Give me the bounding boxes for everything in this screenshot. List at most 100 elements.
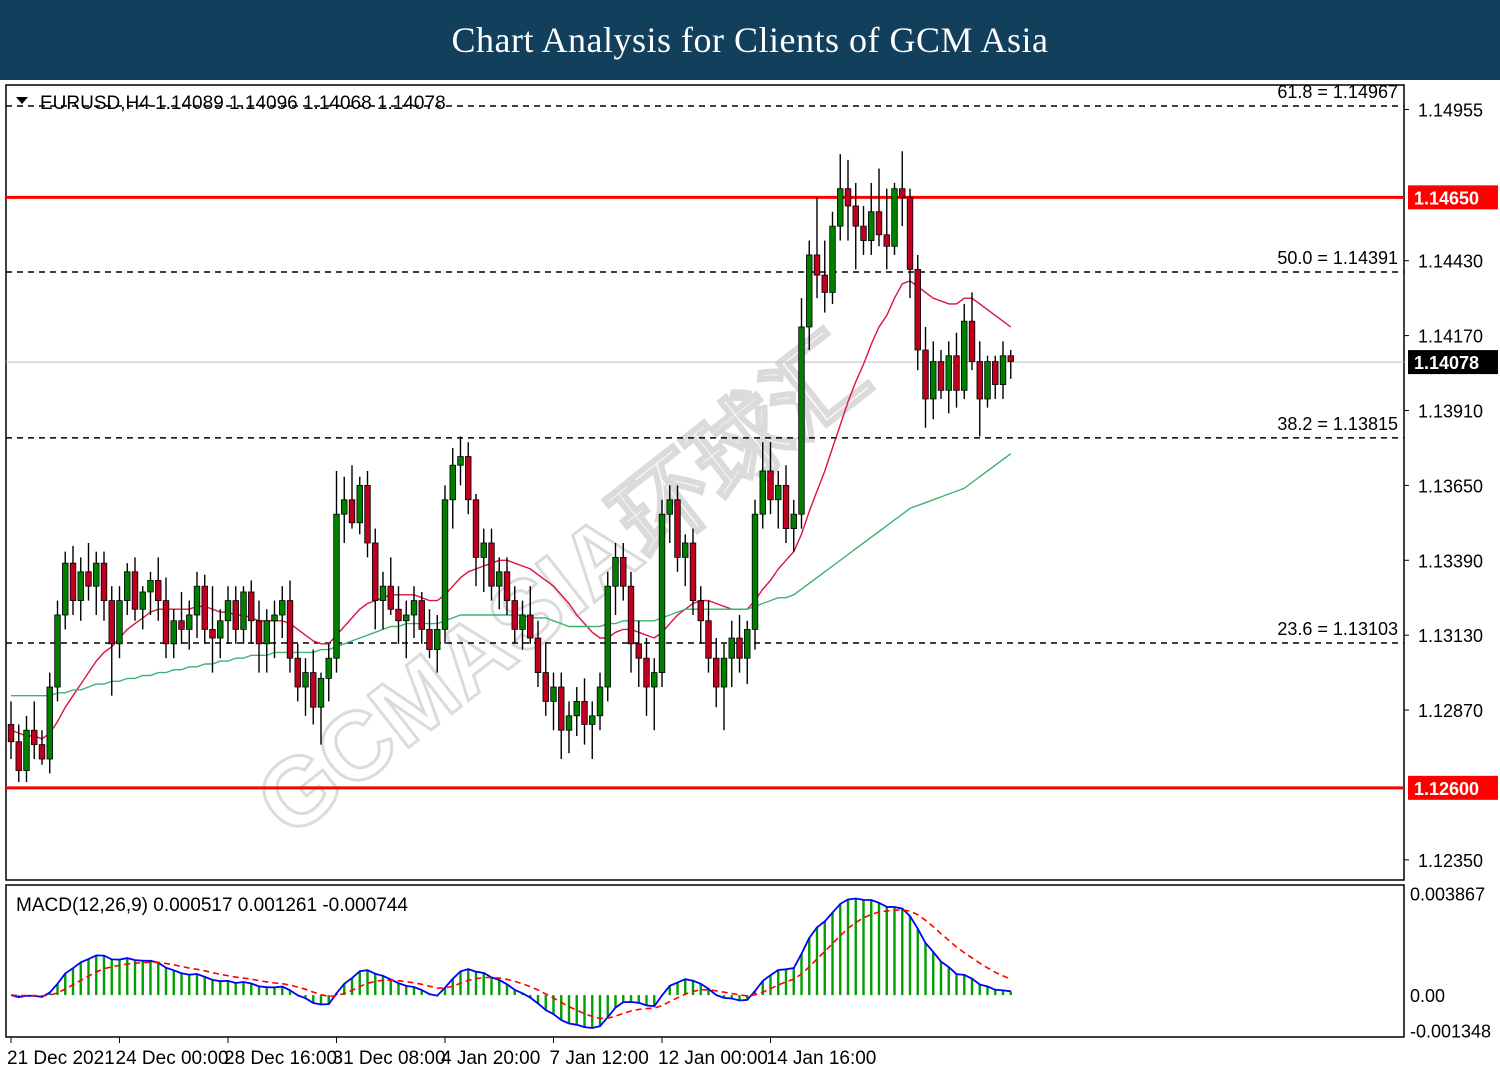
time-label-5: 7 Jan 12:00 bbox=[550, 1048, 649, 1069]
candle-body bbox=[961, 320, 968, 391]
candle-body bbox=[627, 585, 635, 645]
candle-108 bbox=[844, 159, 852, 241]
candle-body bbox=[333, 513, 340, 659]
candle-94 bbox=[736, 615, 743, 673]
candle-body bbox=[294, 657, 301, 688]
price-tick-label-3: 1.13910 bbox=[1418, 401, 1483, 421]
fib-label-2: 38.2 = 1.13815 bbox=[1277, 414, 1398, 434]
candle-body bbox=[744, 629, 751, 659]
candle-128 bbox=[999, 341, 1007, 399]
candle-118 bbox=[922, 326, 929, 428]
candle-body bbox=[426, 629, 433, 650]
candle-body bbox=[775, 484, 782, 501]
dropdown-triangle-icon[interactable] bbox=[16, 97, 28, 104]
candle-body bbox=[705, 620, 712, 659]
candle-16 bbox=[131, 557, 139, 621]
candle-31 bbox=[248, 580, 255, 644]
candle-body bbox=[496, 571, 503, 587]
candle-body bbox=[488, 542, 495, 587]
current-price-tag-bg bbox=[1408, 350, 1498, 375]
candle-17 bbox=[139, 586, 146, 630]
candle-66 bbox=[519, 600, 526, 650]
fib-label-0: 61.8 = 1.14967 bbox=[1277, 82, 1398, 102]
candle-body bbox=[465, 456, 472, 501]
candle-124 bbox=[968, 292, 976, 371]
candle-body bbox=[658, 513, 666, 674]
candle-body bbox=[519, 614, 526, 630]
candle-body bbox=[224, 600, 232, 622]
candle-28 bbox=[224, 586, 232, 644]
candle-body bbox=[883, 234, 890, 247]
time-label-0: 21 Dec 2021 bbox=[7, 1048, 115, 1069]
candle-body bbox=[131, 571, 139, 610]
candle-body bbox=[387, 585, 394, 610]
candle-body bbox=[364, 484, 371, 544]
candle-body bbox=[341, 499, 348, 515]
candle-body bbox=[635, 643, 642, 659]
candle-body bbox=[992, 361, 999, 385]
candle-27 bbox=[217, 609, 224, 659]
candle-body bbox=[302, 672, 309, 688]
candle-body bbox=[201, 585, 208, 630]
candle-body bbox=[77, 571, 84, 601]
candle-body bbox=[751, 513, 759, 630]
candle-36 bbox=[286, 580, 294, 673]
candle-body bbox=[162, 600, 170, 645]
candle-76 bbox=[596, 672, 604, 731]
candle-body bbox=[565, 715, 573, 731]
moving-averages-layer bbox=[10, 280, 1012, 740]
level-tag-1-label: 1.12600 bbox=[1414, 779, 1479, 799]
moving-average-0 bbox=[10, 280, 1012, 740]
candle-body bbox=[945, 355, 952, 391]
candle-95 bbox=[744, 620, 751, 685]
candle-97 bbox=[759, 442, 766, 529]
candle-73 bbox=[573, 687, 580, 736]
candle-102 bbox=[798, 298, 805, 529]
candle-15 bbox=[124, 563, 131, 615]
macd-layer: 0.003867 0.00 -0.001348 bbox=[10, 885, 1491, 1041]
candle-115 bbox=[899, 151, 906, 227]
candle-125 bbox=[976, 341, 983, 437]
candle-59 bbox=[465, 442, 472, 515]
time-label-6: 12 Jan 00:00 bbox=[658, 1048, 768, 1069]
candle-body bbox=[573, 701, 580, 717]
candle-126 bbox=[984, 355, 991, 408]
candle-body bbox=[767, 470, 774, 501]
candle-body bbox=[651, 672, 658, 688]
candle-body bbox=[837, 188, 844, 227]
chart-banner: Chart Analysis for Clients of GCM Asia bbox=[0, 0, 1500, 80]
time-label-3: 31 Dec 08:00 bbox=[333, 1048, 446, 1069]
candle-46 bbox=[364, 470, 371, 558]
candle-52 bbox=[410, 586, 418, 639]
price-axis: 1.14955 1.14430 1.14170 1.13910 1.13650 1.133… bbox=[1404, 100, 1498, 871]
candle-88 bbox=[689, 528, 697, 615]
candle-54 bbox=[426, 609, 433, 659]
candle-body bbox=[403, 614, 410, 622]
candle-body bbox=[186, 614, 193, 630]
candle-body bbox=[93, 562, 100, 587]
candle-23 bbox=[186, 600, 193, 650]
candle-body bbox=[984, 361, 991, 400]
candle-10 bbox=[85, 542, 92, 601]
candle-96 bbox=[751, 499, 759, 650]
candle-0 bbox=[7, 701, 15, 760]
price-tick-label-5: 1.13390 bbox=[1418, 551, 1483, 571]
candle-body bbox=[62, 562, 69, 616]
candle-99 bbox=[775, 470, 782, 529]
candle-14 bbox=[116, 586, 123, 659]
candle-body bbox=[581, 701, 588, 725]
candle-114 bbox=[891, 182, 898, 255]
candle-75 bbox=[589, 701, 596, 760]
candle-4 bbox=[38, 730, 46, 765]
candle-body bbox=[348, 499, 356, 524]
candle-45 bbox=[356, 476, 363, 535]
candle-3 bbox=[31, 701, 38, 760]
macd-main-line bbox=[10, 897, 1011, 1029]
candle-body bbox=[620, 556, 627, 587]
candle-18 bbox=[147, 571, 154, 615]
candle-32 bbox=[255, 600, 263, 673]
candle-body bbox=[255, 620, 263, 645]
candle-body bbox=[914, 268, 921, 351]
candle-5 bbox=[46, 672, 53, 774]
